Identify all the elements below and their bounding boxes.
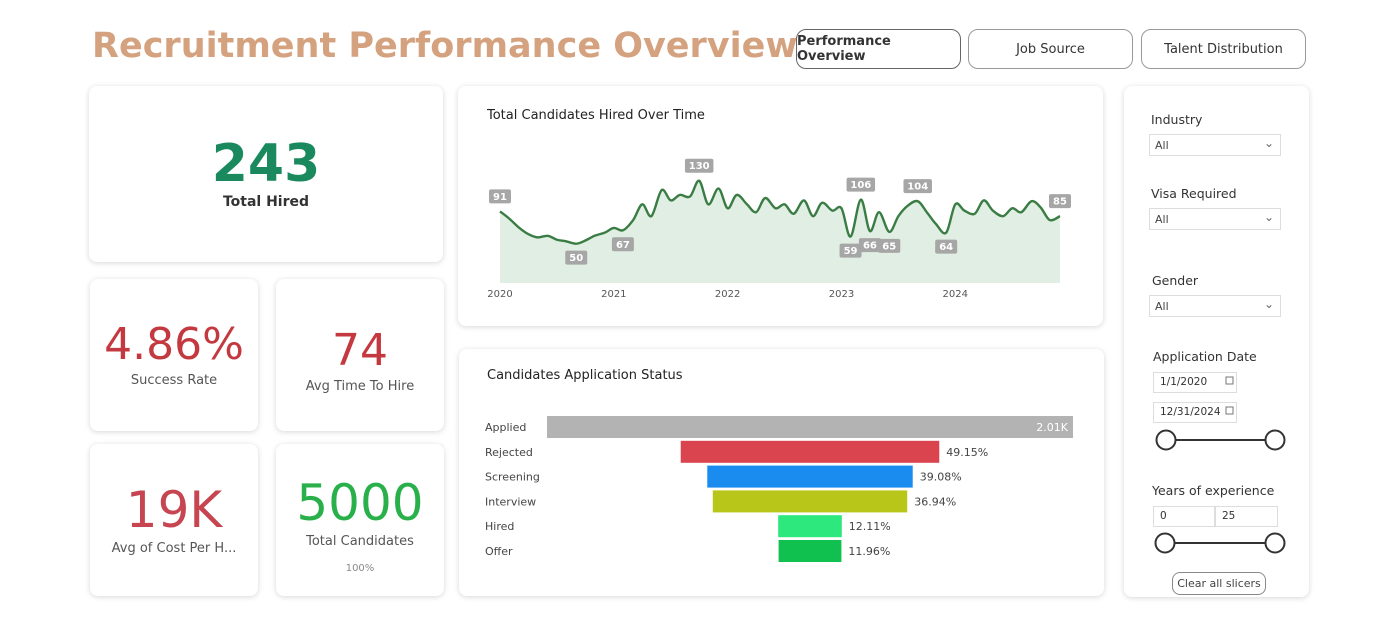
chevron: ⌄ xyxy=(1263,210,1274,224)
dropdown[interactable]: All ⌄ xyxy=(1149,134,1281,156)
dropdown[interactable]: All ⌄ xyxy=(1149,208,1281,230)
dropdown-value: All xyxy=(1155,139,1169,152)
kpi-card: 243 Total Hired xyxy=(89,86,443,262)
dropdown-value: All xyxy=(1155,213,1169,226)
date-value: 12/31/2024 xyxy=(1160,406,1221,418)
number-input[interactable]: 0 xyxy=(1153,506,1215,527)
dropdown[interactable]: All ⌄ xyxy=(1149,295,1281,317)
date-input[interactable]: 12/31/2024 xyxy=(1153,402,1237,423)
page-title: Recruitment Performance Overview xyxy=(92,26,798,66)
slicer-panel: Industry All ⌄ Visa Required All ⌄ Gender … xyxy=(1124,86,1309,597)
kpi-value: 4.86% xyxy=(104,318,244,370)
funnel-card xyxy=(459,349,1104,596)
kpi-label: Avg of Cost Per H... xyxy=(111,540,237,556)
number-input[interactable]: 25 xyxy=(1215,506,1278,527)
tab[interactable]: Talent Distribution xyxy=(1141,29,1306,69)
chevron: ⌄ xyxy=(1263,297,1274,311)
slicer-label: Application Date xyxy=(1153,349,1257,364)
kpi-label: Total Hired xyxy=(222,194,310,210)
slicer-label: Visa Required xyxy=(1151,186,1237,201)
kpi-label: Total Candidates xyxy=(306,534,414,549)
tab[interactable]: Performance Overview xyxy=(796,29,961,69)
clear-button[interactable]: Clear all slicers xyxy=(1172,572,1266,595)
kpi-value: 243 xyxy=(211,134,321,194)
kpi-label: Success Rate xyxy=(130,372,218,388)
number-value: 0 xyxy=(1160,510,1167,522)
kpi-value: 74 xyxy=(332,325,388,376)
kpi-card: 19K Avg of Cost Per H... xyxy=(90,444,258,596)
kpi-card: 74 Avg Time To Hire xyxy=(276,279,444,431)
slicer-label: Gender xyxy=(1152,273,1199,288)
dropdown-value: All xyxy=(1155,300,1169,313)
date-input[interactable]: 1/1/2020 xyxy=(1153,372,1237,393)
kpi-card: 4.86% Success Rate xyxy=(90,279,258,431)
number-value: 25 xyxy=(1222,510,1236,522)
slicer-label: Years of experience xyxy=(1152,483,1275,498)
kpi-note: 100% xyxy=(345,563,375,574)
kpi-card: 5000 Total Candidates 100% xyxy=(276,444,444,596)
chevron: ⌄ xyxy=(1263,136,1274,150)
date-value: 1/1/2020 xyxy=(1160,376,1208,388)
kpi-value: 19K xyxy=(125,480,223,539)
slicer-label: Industry xyxy=(1151,112,1203,127)
kpi-label: Avg Time To Hire xyxy=(305,379,415,394)
kpi-value: 5000 xyxy=(296,474,424,532)
line-card xyxy=(458,86,1103,326)
tab[interactable]: Job Source xyxy=(968,29,1133,69)
